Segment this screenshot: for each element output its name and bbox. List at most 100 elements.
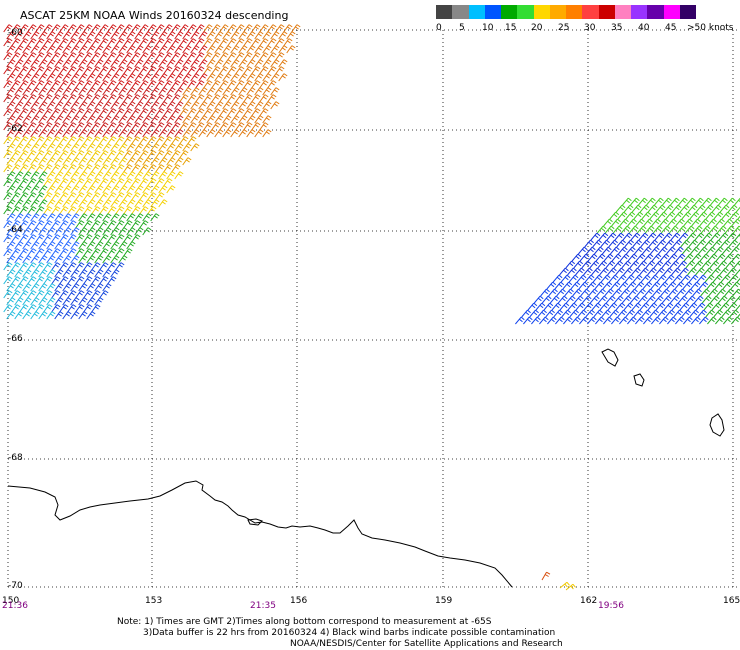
wind-barb bbox=[27, 192, 37, 201]
wind-barb bbox=[230, 129, 240, 138]
wind-barb bbox=[27, 80, 37, 89]
wind-barb bbox=[708, 288, 718, 297]
wind-barb bbox=[710, 197, 720, 206]
wind-barb bbox=[43, 94, 53, 103]
wind-barb bbox=[596, 225, 607, 234]
wind-barb bbox=[67, 234, 77, 243]
wind-barb bbox=[724, 225, 735, 234]
wind-barb bbox=[107, 122, 117, 131]
wind-barb bbox=[70, 213, 80, 222]
wind-barb bbox=[83, 38, 93, 47]
wind-barb bbox=[22, 311, 32, 320]
wind-barb bbox=[102, 87, 112, 96]
wind-barb bbox=[38, 185, 48, 194]
wind-barb bbox=[102, 269, 112, 278]
wind-barb bbox=[643, 218, 653, 227]
legend-label: >50 knots bbox=[687, 23, 734, 33]
wind-barb bbox=[83, 248, 93, 257]
wind-barb bbox=[675, 253, 686, 262]
wind-barb bbox=[142, 73, 152, 82]
wind-barb bbox=[94, 157, 104, 166]
wind-barb bbox=[158, 171, 168, 180]
wind-barb bbox=[83, 136, 93, 145]
wind-barb bbox=[259, 24, 269, 33]
wind-barb bbox=[190, 101, 200, 110]
wind-barb bbox=[11, 136, 21, 145]
wind-barb bbox=[699, 316, 709, 325]
wind-barb bbox=[11, 262, 21, 271]
wind-barb bbox=[99, 24, 109, 33]
wind-barb bbox=[19, 136, 29, 145]
wind-barb bbox=[651, 218, 661, 227]
wind-barb bbox=[30, 213, 40, 222]
wind-barb bbox=[54, 227, 64, 236]
wind-barb bbox=[635, 316, 645, 325]
wind-barb bbox=[86, 45, 96, 54]
wind-barb bbox=[46, 255, 56, 264]
wind-barb bbox=[654, 232, 665, 241]
wind-barb bbox=[150, 185, 160, 194]
wind-barb bbox=[22, 283, 32, 292]
wind-barb bbox=[67, 94, 77, 103]
wind-barb bbox=[35, 262, 45, 271]
wind-barb bbox=[158, 101, 168, 110]
wind-barb bbox=[251, 94, 261, 103]
wind-barb bbox=[174, 59, 184, 68]
wind-barb bbox=[211, 38, 221, 47]
wind-barb bbox=[22, 199, 32, 208]
wind-barb bbox=[11, 66, 21, 75]
wind-barb bbox=[62, 73, 72, 82]
wind-barb bbox=[54, 115, 64, 124]
wind-barb bbox=[187, 24, 197, 33]
wind-barb bbox=[658, 281, 669, 290]
wind-barb bbox=[725, 295, 736, 304]
wind-barb bbox=[627, 218, 637, 227]
wind-barb bbox=[142, 101, 152, 110]
wind-barb bbox=[251, 24, 261, 33]
wind-barb bbox=[54, 143, 64, 152]
wind-barb bbox=[238, 87, 248, 96]
wind-barb bbox=[150, 199, 160, 208]
wind-barb bbox=[30, 143, 40, 152]
wind-barb bbox=[14, 283, 24, 292]
wind-barb bbox=[603, 218, 613, 227]
wind-barb bbox=[163, 108, 173, 117]
note-line-2: 3)Data buffer is 22 hrs from 20160324 4)… bbox=[143, 628, 556, 638]
wind-barb bbox=[190, 115, 200, 124]
wind-barb bbox=[673, 211, 684, 220]
wind-barb bbox=[723, 316, 733, 325]
wind-barb bbox=[163, 52, 173, 61]
wind-barb bbox=[278, 73, 288, 82]
wind-barb bbox=[3, 234, 13, 243]
wind-barb bbox=[22, 87, 32, 96]
wind-barb bbox=[679, 267, 689, 276]
wind-barb bbox=[22, 45, 32, 54]
wind-barb bbox=[198, 31, 208, 40]
wind-barb bbox=[203, 24, 213, 33]
wind-barb bbox=[641, 309, 651, 318]
wind-barb bbox=[30, 73, 40, 82]
wind-barb bbox=[99, 164, 109, 173]
wind-barb bbox=[6, 283, 16, 292]
island-3 bbox=[709, 413, 725, 437]
wind-barb bbox=[166, 101, 176, 110]
wind-barb bbox=[594, 281, 605, 290]
wind-barb bbox=[614, 232, 625, 241]
wind-barb bbox=[3, 136, 13, 145]
wind-barb bbox=[597, 295, 608, 304]
wind-barb bbox=[190, 129, 200, 138]
wind-barb bbox=[78, 73, 88, 82]
wind-barb bbox=[51, 304, 61, 313]
wind-barb bbox=[687, 302, 698, 311]
wind-barb bbox=[14, 115, 24, 124]
wind-barb bbox=[179, 108, 189, 117]
wind-barb bbox=[182, 87, 192, 96]
wind-barb bbox=[584, 274, 595, 283]
wind-barb bbox=[270, 87, 280, 96]
wind-barb bbox=[591, 267, 601, 276]
wind-barb bbox=[155, 52, 165, 61]
wind-barb bbox=[94, 87, 104, 96]
wind-barb bbox=[115, 66, 125, 75]
wind-barb bbox=[22, 59, 32, 68]
wind-barb bbox=[722, 281, 733, 290]
